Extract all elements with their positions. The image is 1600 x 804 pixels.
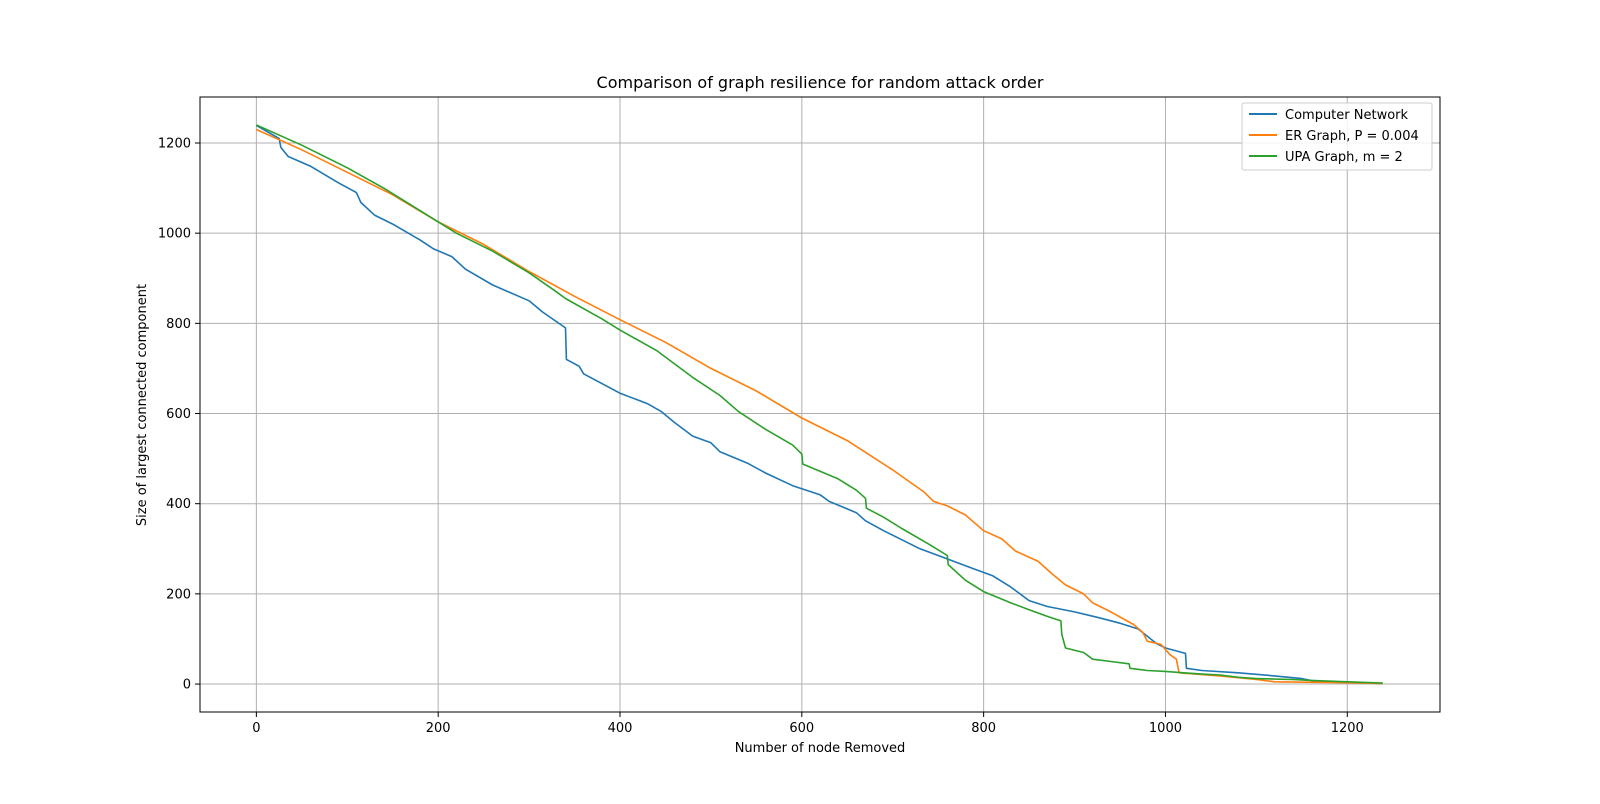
y-tick-label: 1200: [158, 136, 191, 151]
x-tick-label: 1000: [1149, 721, 1182, 736]
chart-title: Comparison of graph resilience for rando…: [597, 73, 1044, 92]
x-tick-label: 800: [971, 721, 996, 736]
x-tick-label: 200: [426, 721, 451, 736]
y-axis-label: Size of largest connected component: [135, 284, 150, 526]
series-line-er-graph-p-0-004: [256, 128, 1383, 685]
axis-ticks: 0 200 400 600 800 1000 1200 0 200 400 600 800 1000 12…: [158, 136, 1364, 736]
legend-label-upa-graph: UPA Graph, m = 2: [1285, 150, 1403, 165]
y-tick-label: 200: [166, 587, 191, 602]
y-tick-label: 1000: [158, 227, 191, 242]
legend-label-er-graph: ER Graph, P = 0.004: [1285, 129, 1419, 144]
series-line-upa-graph-m-2: [256, 124, 1383, 684]
plot-frame: [199, 96, 1441, 713]
y-tick-label: 0: [183, 678, 191, 693]
legend: Computer Network ER Graph, P = 0.004 UPA…: [1241, 102, 1433, 171]
series-line-computer-network: [256, 124, 1383, 685]
x-axis-label: Number of node Removed: [735, 741, 906, 756]
x-tick-label: 0: [252, 721, 260, 736]
x-tick-label: 400: [608, 721, 633, 736]
y-tick-label: 600: [166, 407, 191, 422]
legend-box: [1241, 102, 1433, 171]
grid-lines: [200, 97, 1440, 712]
series-lines: [256, 124, 1383, 685]
y-tick-label: 800: [166, 317, 191, 332]
x-tick-label: 1200: [1331, 721, 1364, 736]
y-tick-label: 400: [166, 497, 191, 512]
legend-label-computer-network: Computer Network: [1285, 108, 1409, 123]
x-tick-label: 600: [789, 721, 814, 736]
